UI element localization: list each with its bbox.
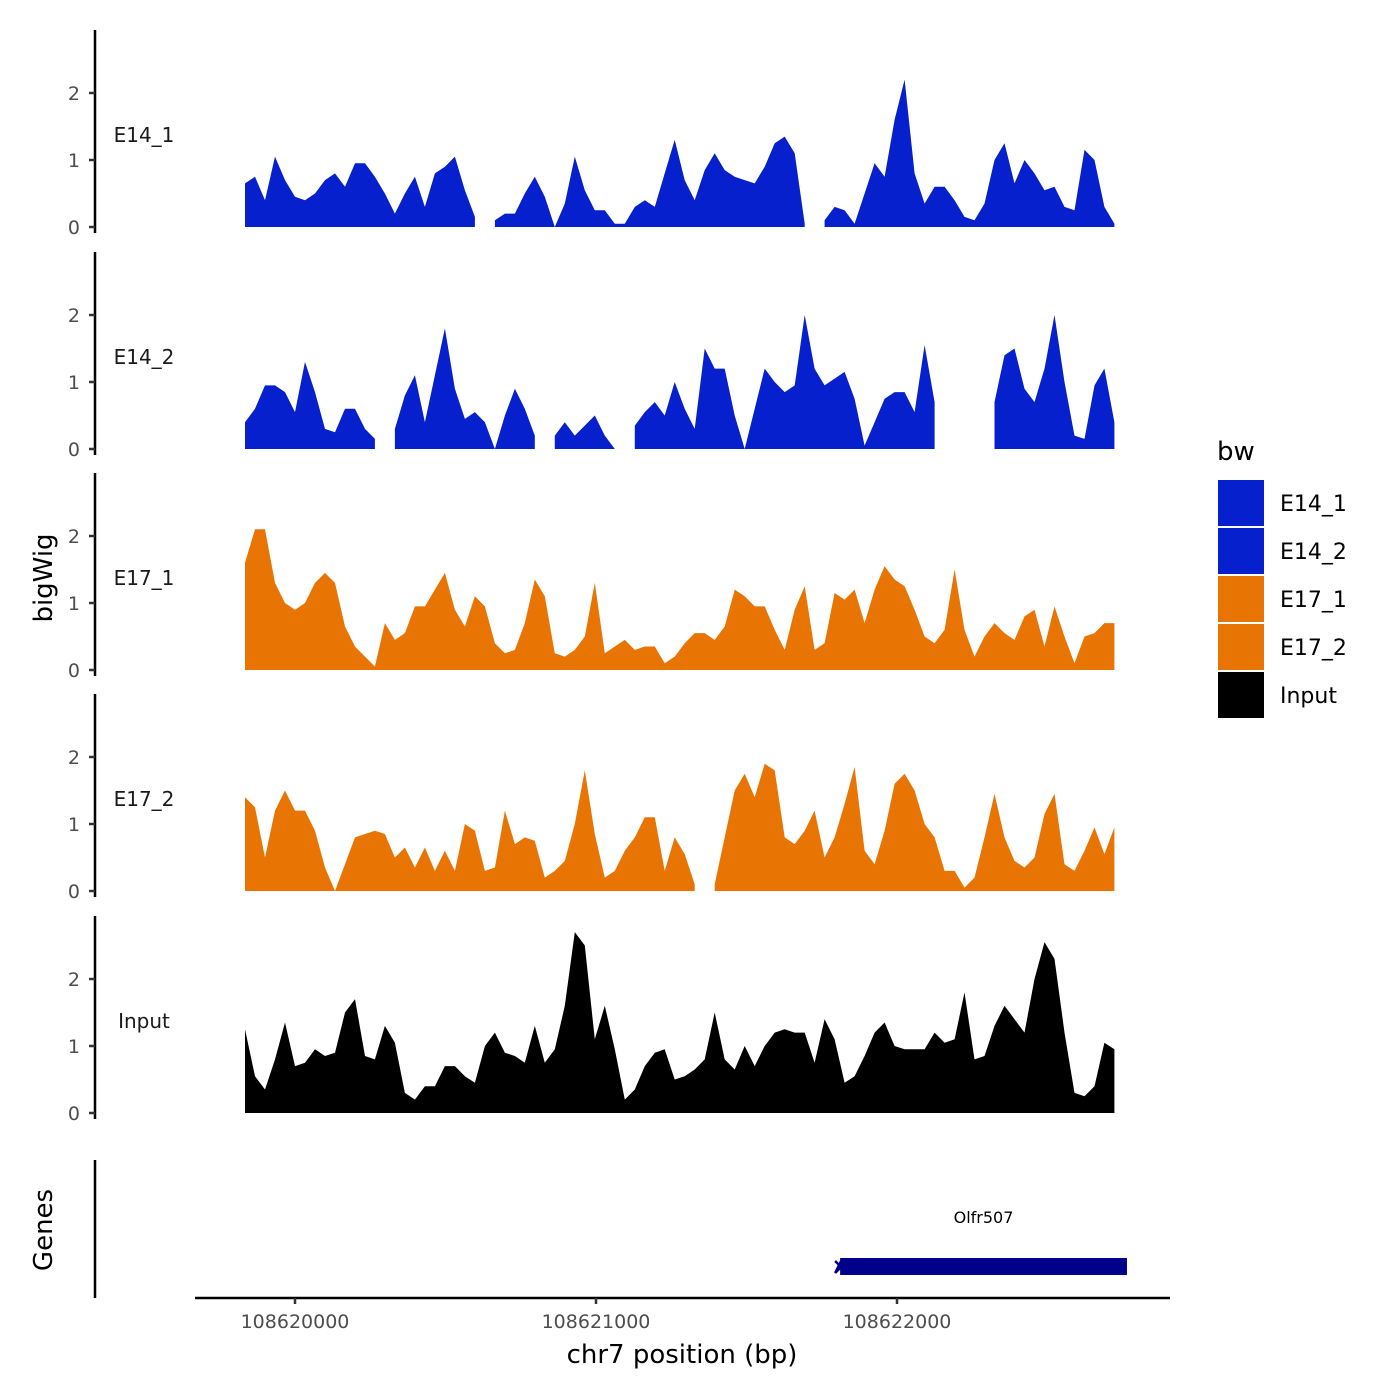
signal-area-e14_1: [494, 136, 805, 227]
track-label: Input: [118, 1009, 170, 1033]
signal-area-e14_2: [245, 361, 375, 449]
signal-area-e14_1: [824, 79, 1115, 227]
y-tick-label: 2: [68, 83, 80, 105]
y-tick-label: 0: [68, 881, 80, 903]
gene-panel-title: Genes: [29, 1189, 59, 1271]
y-tick-label: 1: [68, 150, 80, 172]
signal-area-e17_2: [714, 763, 1115, 891]
y-tick-label: 2: [68, 305, 80, 327]
signal-area-e17_1: [245, 529, 1115, 670]
y-tick-label: 2: [68, 747, 80, 769]
legend-label: E14_1: [1280, 492, 1347, 517]
x-axis: 108620000 108621000 108622000 chr7 positio…: [195, 1296, 1170, 1370]
y-axis-title: bigWig: [29, 533, 59, 622]
y-tick-label: 0: [68, 217, 80, 239]
gene-body: [840, 1258, 1127, 1275]
track-panels: 0 1 2 E14_1 0 1 2 E14_2 0 1 2 E17_1 0 1 2 E17_2 0 1 2 Input: [68, 30, 1115, 1125]
legend-label: E17_1: [1280, 588, 1347, 613]
legend: bw E14_1 E14_2 E17_1 E17_2 Input: [1217, 437, 1347, 718]
signal-area-input: [245, 932, 1115, 1113]
x-tick-label: 108621000: [542, 1311, 651, 1333]
signal-area-e14_2: [994, 315, 1115, 449]
track-e17_1: 0 1 2 E17_1: [68, 473, 1115, 682]
x-axis-title: chr7 position (bp): [567, 1340, 798, 1370]
strand-arrow-icon: [833, 1260, 843, 1274]
signal-area-e17_2: [245, 770, 695, 891]
y-tick-label: 1: [68, 1036, 80, 1058]
legend-key: [1218, 576, 1264, 622]
signal-area-e14_2: [554, 415, 615, 449]
gene-panel: Olfr507: [93, 1160, 1127, 1298]
signal-area-e14_2: [634, 315, 935, 449]
legend-title: bw: [1217, 437, 1255, 467]
y-tick-label: 0: [68, 1103, 80, 1125]
signal-area-e14_2: [394, 328, 535, 449]
track-input: 0 1 2 Input: [68, 916, 1115, 1125]
y-tick-label: 2: [68, 526, 80, 548]
track-e14_1: 0 1 2 E14_1: [68, 30, 1115, 239]
track-label: E14_2: [114, 345, 175, 369]
y-tick-label: 0: [68, 660, 80, 682]
track-label: E17_1: [114, 566, 175, 590]
legend-label: E17_2: [1280, 636, 1347, 661]
track-label: E14_1: [114, 123, 175, 147]
y-tick-label: 1: [68, 814, 80, 836]
legend-key: [1218, 528, 1264, 574]
legend-label: E14_2: [1280, 540, 1347, 565]
legend-key: [1218, 672, 1264, 718]
y-tick-label: 1: [68, 372, 80, 394]
y-tick-label: 2: [68, 969, 80, 991]
signal-area-e14_1: [245, 156, 475, 227]
track-e14_2: 0 1 2 E14_2: [68, 252, 1115, 461]
legend-label: Input: [1280, 684, 1337, 709]
legend-key: [1218, 480, 1264, 526]
track-e17_2: 0 1 2 E17_2: [68, 694, 1115, 903]
genes-layer: Olfr507: [833, 1208, 1127, 1275]
gene-label: Olfr507: [954, 1208, 1014, 1227]
y-tick-label: 0: [68, 439, 80, 461]
y-tick-label: 1: [68, 593, 80, 615]
track-label: E17_2: [114, 787, 175, 811]
x-tick-label: 108622000: [843, 1311, 952, 1333]
legend-key: [1218, 624, 1264, 670]
x-tick-label: 108620000: [241, 1311, 350, 1333]
